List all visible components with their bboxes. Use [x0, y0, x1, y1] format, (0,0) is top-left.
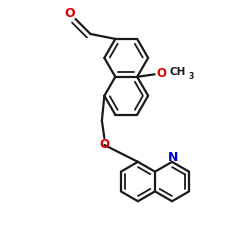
Text: O: O — [64, 7, 74, 20]
Text: 3: 3 — [189, 72, 194, 80]
Text: N: N — [168, 151, 178, 164]
Text: O: O — [156, 66, 166, 80]
Text: O: O — [99, 138, 109, 151]
Text: CH: CH — [170, 67, 186, 77]
